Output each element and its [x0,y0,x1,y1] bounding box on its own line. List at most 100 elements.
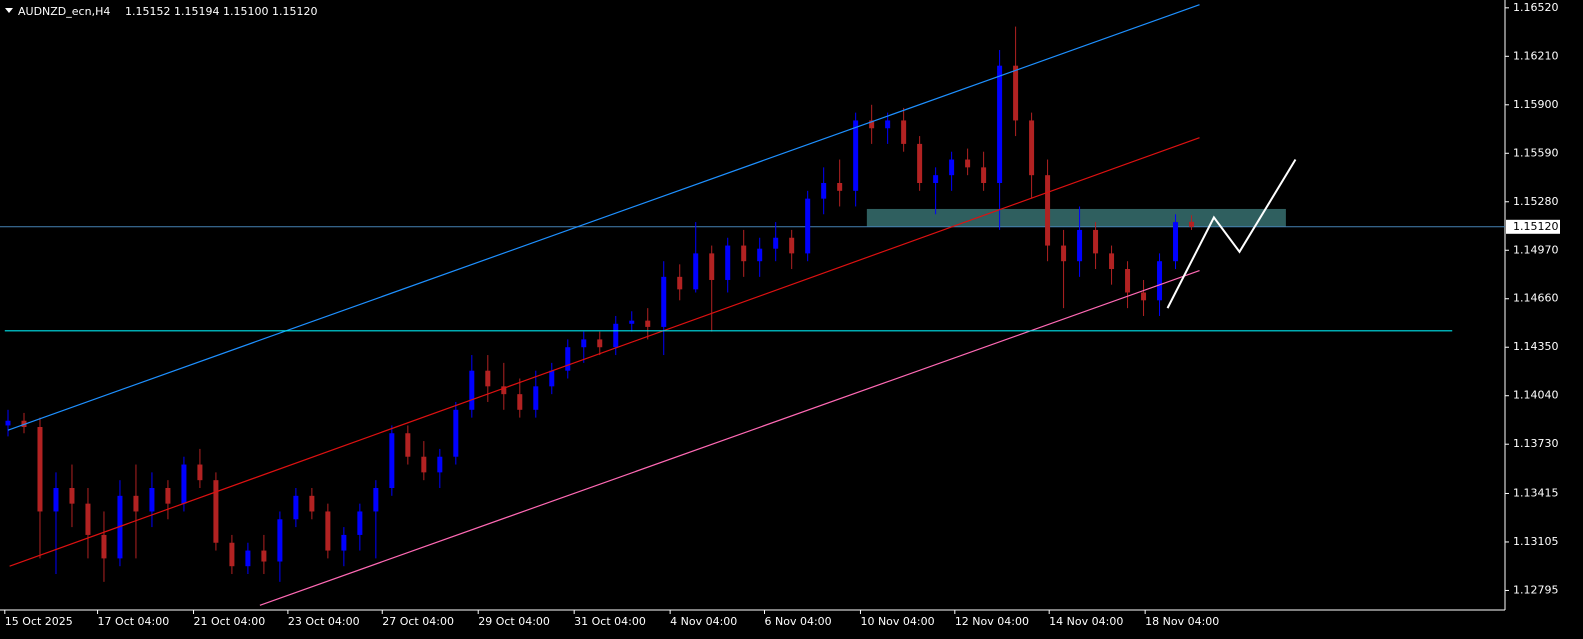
candle-body [501,386,507,395]
candle-body [885,120,891,129]
candle-body [293,495,299,520]
symbol: AUDNZD_ecn,H4 [18,5,110,18]
candle-body [677,276,683,290]
trend-line [259,270,1200,606]
candle-body [453,409,459,457]
x-tick-label: 15 Oct 2025 [5,615,73,628]
candle-body [325,511,331,551]
candle-body [1125,269,1131,293]
y-tick-label: 1.13415 [1513,486,1559,499]
candle-body [869,120,875,129]
candle-body [1141,292,1147,301]
x-tick-label: 6 Nov 04:00 [764,615,831,628]
x-tick-label: 10 Nov 04:00 [860,615,934,628]
candle-body [1029,120,1035,176]
x-tick-label: 12 Nov 04:00 [955,615,1029,628]
y-tick-label: 1.16210 [1513,49,1559,62]
x-tick-label: 27 Oct 04:00 [382,615,454,628]
candle-body [629,320,635,324]
candle-body [5,420,11,426]
candle-body [773,237,779,249]
y-tick-label: 1.13105 [1513,535,1559,548]
candle-body [1173,222,1179,262]
candle-body [181,464,187,504]
candle-body [1189,221,1195,227]
current-price-label: 1.15120 [1513,220,1559,233]
y-tick-label: 1.14040 [1513,389,1559,402]
candle-body [741,245,747,262]
y-tick-label: 1.12795 [1513,583,1559,596]
zone [866,208,1286,227]
quote-close: 1.15120 [272,5,318,18]
candle-body [1157,261,1163,301]
current-price-box [1506,219,1560,234]
candle-body [693,253,699,290]
candle-body [645,320,651,327]
candle-body [725,245,731,280]
x-tick-label: 18 Nov 04:00 [1145,615,1219,628]
candle-body [357,511,363,535]
candle-body [805,198,811,254]
candle-body [1093,229,1099,254]
collapse-icon[interactable] [5,8,13,13]
candle-body [117,495,123,559]
candle-body [757,248,763,262]
trend-line [1166,159,1297,309]
candle-body [533,386,539,410]
x-tick-label: 4 Nov 04:00 [670,615,737,628]
candle-body [965,159,971,168]
candle-body [229,542,235,567]
candle-body [1013,65,1019,121]
candle-body [421,456,427,473]
candle-body [901,120,907,144]
candle-body [917,143,923,183]
candle-body [277,519,283,562]
candle-body [1061,245,1067,262]
candle-body [517,394,523,410]
trend-line [7,4,1200,431]
candle-body [165,488,171,504]
candle-body [261,550,267,562]
candle-body [85,503,91,535]
candle-body [709,253,715,280]
x-tick-label: 29 Oct 04:00 [478,615,550,628]
candle-body [949,159,955,176]
x-tick-label: 23 Oct 04:00 [288,615,360,628]
candle-body [389,433,395,488]
y-tick-label: 1.14660 [1513,292,1559,305]
trend-line [9,137,1200,567]
quote-open: 1.15152 [125,5,171,18]
y-tick-label: 1.14350 [1513,340,1559,353]
y-tick-label: 1.15590 [1513,146,1559,159]
x-tick-label: 31 Oct 04:00 [574,615,646,628]
candle-body [565,347,571,371]
y-tick-label: 1.15280 [1513,195,1559,208]
candle-body [933,175,939,183]
x-tick-label: 17 Oct 04:00 [98,615,170,628]
candle-body [597,339,603,348]
candle-body [581,339,587,348]
candle-body [149,488,155,512]
candle-body [341,534,347,551]
candle-body [1045,175,1051,246]
x-tick-label: 21 Oct 04:00 [194,615,266,628]
candle-body [613,323,619,348]
candle-body [405,433,411,457]
quote-low: 1.15100 [223,5,269,18]
candle-body [1077,229,1083,262]
y-tick-label: 1.13730 [1513,437,1559,450]
candle-body [69,488,75,504]
candle-body [197,464,203,481]
y-tick-label: 1.15900 [1513,98,1559,111]
candle-body [1109,253,1115,270]
candle-body [853,120,859,191]
candle-body [485,370,491,387]
candle-body [789,237,795,254]
candle-body [213,480,219,543]
candle-body [837,183,843,191]
y-tick-label: 1.14970 [1513,243,1559,256]
candle-body [245,550,251,567]
candle-body [997,65,1003,183]
candle-body [101,534,107,559]
